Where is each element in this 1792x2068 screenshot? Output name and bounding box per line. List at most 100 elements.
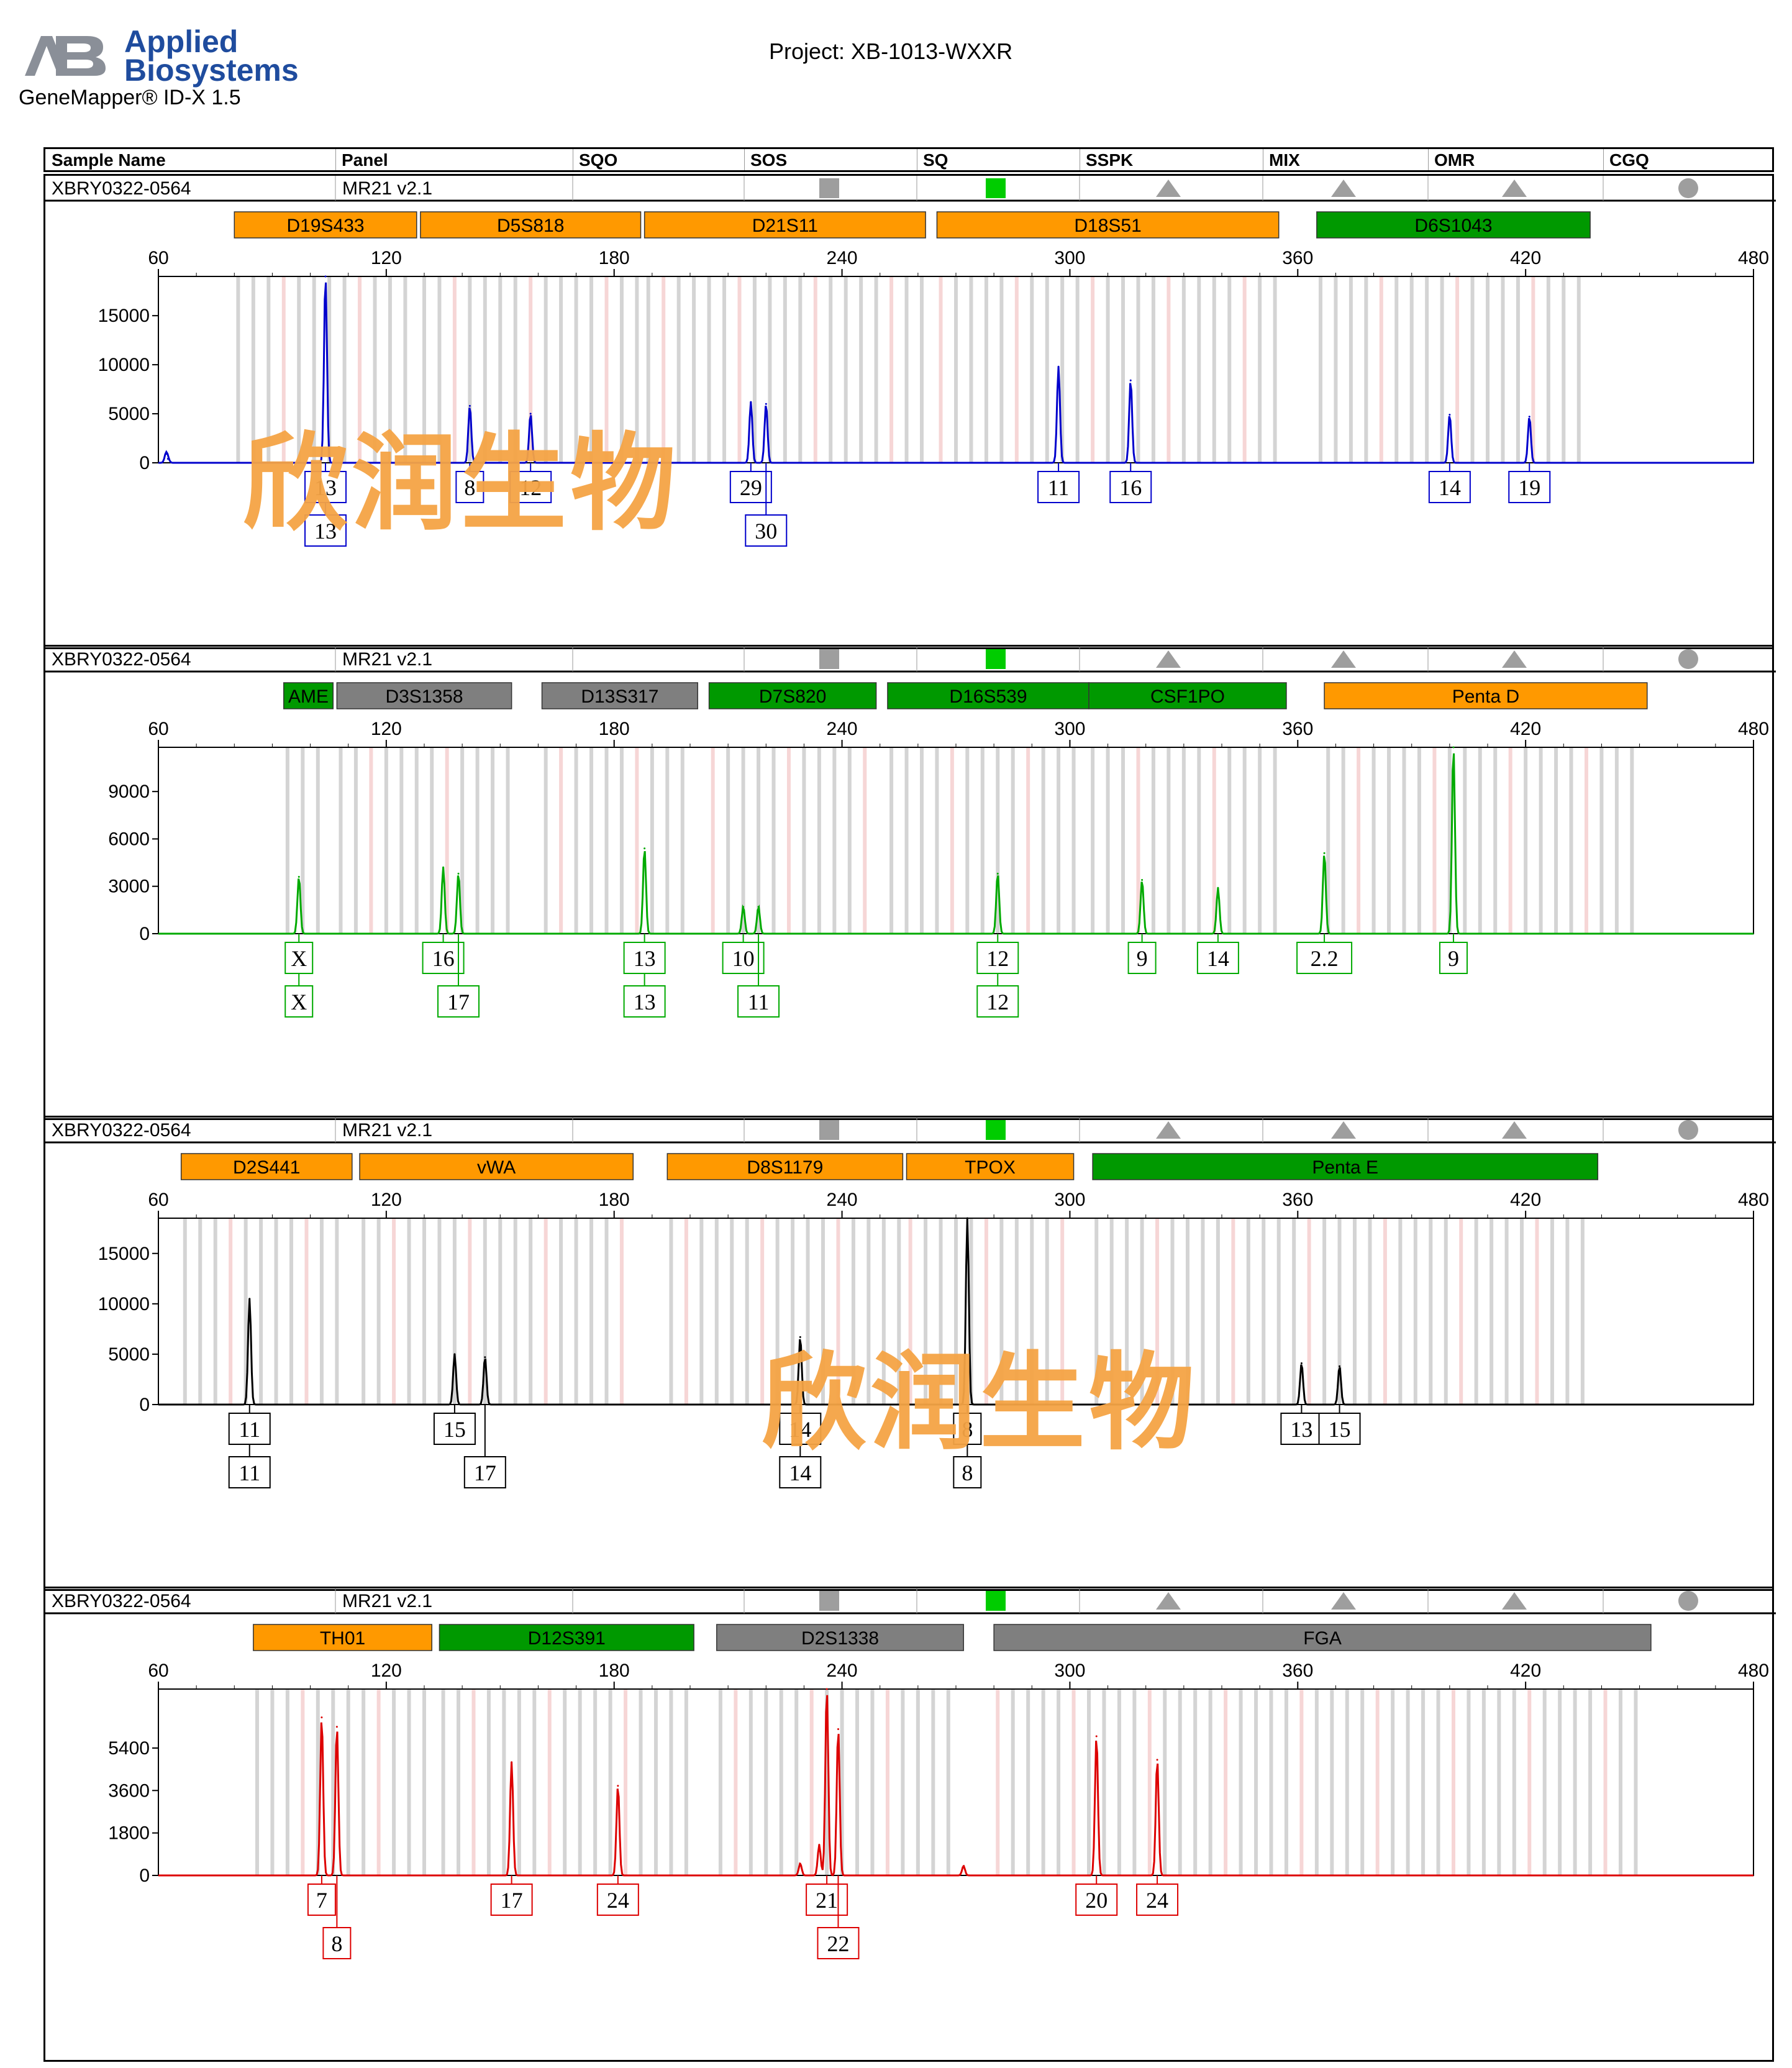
allele-box: [322, 1927, 352, 1959]
status-sspk-triangle-icon: [1156, 1121, 1181, 1139]
x-tick-label: 120: [371, 1190, 402, 1210]
allele-box: [1037, 471, 1080, 503]
x-tick-label: 120: [371, 1660, 402, 1681]
column-omr[interactable]: OMR: [1434, 150, 1475, 170]
allele-label: 15: [1329, 1417, 1351, 1442]
locus-label: Penta E: [1312, 1157, 1378, 1178]
column-header-row: Sample Name Panel SQO SOS SQ SSPK MIX OM…: [43, 147, 1774, 172]
y-tick-label: 5400: [108, 1738, 150, 1759]
peak-apex: [529, 412, 532, 415]
y-tick-label: 0: [139, 1865, 150, 1886]
peak-apex: [1528, 416, 1530, 418]
electropherogram-blue[interactable]: XBRY0322-0564 MR21 v2.1 D19S433 D5S818 D21S1…: [45, 176, 1776, 651]
column-sos[interactable]: SOS: [750, 150, 788, 170]
column-sspk[interactable]: SSPK: [1086, 150, 1134, 170]
allele-label: 8: [331, 1931, 342, 1956]
locus-label: D13S317: [581, 686, 658, 707]
panel-name: MR21 v2.1: [342, 649, 432, 670]
allele-box: [228, 1456, 271, 1488]
x-tick-label: 360: [1282, 719, 1313, 739]
x-tick-label: 300: [1054, 719, 1085, 739]
allele-label: 24: [1146, 1888, 1168, 1913]
plot-frame: [158, 747, 1754, 934]
allele-box: [284, 985, 314, 1018]
column-mix[interactable]: MIX: [1269, 150, 1300, 170]
electropherogram-green[interactable]: XBRY0322-0564 MR21 v2.1 AME D3S1358 D13S317 D…: [45, 647, 1776, 1122]
allele-box: [490, 1884, 533, 1916]
allele-label: 16: [432, 946, 455, 971]
allele-box: [729, 471, 772, 503]
electropherogram-black[interactable]: XBRY0322-0564 MR21 v2.1 D2S441 vWA D8S1179 TP…: [45, 1118, 1776, 1593]
peak-apex: [1217, 886, 1219, 889]
dye-panel-black: XBRY0322-0564 MR21 v2.1 D2S441 vWA D8S1179 TP…: [43, 1116, 1776, 1593]
column-sqo[interactable]: SQO: [579, 150, 618, 170]
dye-panel-red: XBRY0322-0564 MR21 v2.1 TH01 D12S391 D2S1338…: [43, 1587, 1776, 2064]
status-sq-square-icon: [986, 178, 1006, 198]
allele-label: 7: [316, 1888, 327, 1913]
locus-label: Penta D: [1452, 686, 1519, 707]
peak-apex: [166, 458, 169, 460]
column-cgq[interactable]: CGQ: [1609, 150, 1649, 170]
x-tick-label: 480: [1738, 1190, 1769, 1210]
status-mix-triangle-icon: [1331, 1592, 1356, 1610]
locus-label: D3S1358: [385, 686, 463, 707]
status-mix-triangle-icon: [1331, 650, 1356, 668]
allele-label: 17: [474, 1460, 496, 1485]
peak-apex: [826, 1688, 828, 1690]
allele-box: [817, 1927, 860, 1959]
signal-trace: [158, 1695, 1753, 1877]
peak-apex: [1141, 879, 1144, 881]
allele-box: [284, 942, 314, 974]
allele-box: [307, 1884, 336, 1916]
peak-apex: [750, 401, 752, 403]
allele-label: 2.2: [1311, 946, 1339, 971]
x-tick-label: 300: [1054, 248, 1085, 268]
status-sspk-triangle-icon: [1156, 180, 1181, 197]
allele-label: 13: [314, 475, 337, 500]
allele-label: 15: [443, 1417, 466, 1442]
column-sq[interactable]: SQ: [923, 150, 948, 170]
peak-apex: [324, 275, 327, 278]
electropherogram-red[interactable]: XBRY0322-0564 MR21 v2.1 TH01 D12S391 D2S1338…: [45, 1588, 1776, 2064]
x-tick-label: 60: [148, 1190, 168, 1210]
peak-apex: [966, 1217, 968, 1219]
allele-box: [304, 471, 347, 503]
peak-apex: [837, 1728, 839, 1731]
allele-label: 9: [1137, 946, 1148, 971]
allele-label: 8: [962, 1460, 973, 1485]
app-version: GeneMapper® ID-X 1.5: [19, 86, 241, 109]
allele-box: [1075, 1884, 1118, 1916]
locus-marker: [253, 1624, 432, 1651]
y-tick-label: 10000: [98, 1294, 150, 1314]
locus-label: TPOX: [965, 1157, 1016, 1178]
locus-marker: [1324, 682, 1648, 709]
allele-label: 9: [1448, 946, 1459, 971]
allele-label: 12: [986, 990, 1009, 1014]
peak-apex: [321, 1716, 323, 1719]
x-tick-label: 60: [148, 1660, 168, 1681]
allele-label: X: [291, 946, 307, 971]
column-panel[interactable]: Panel: [342, 150, 388, 170]
peak-apex: [165, 453, 167, 455]
locus-label: D2S441: [233, 1157, 300, 1178]
x-tick-label: 420: [1510, 1660, 1541, 1681]
allele-label: 19: [1518, 475, 1540, 500]
brand-line-1: Applied: [124, 24, 239, 59]
y-tick-label: 3600: [108, 1780, 150, 1801]
peak-apex: [996, 872, 999, 875]
allele-box: [953, 1413, 982, 1445]
sample-name: XBRY0322-0564: [52, 649, 191, 670]
status-cgq-circle-icon: [1678, 1120, 1698, 1140]
allele-label: 17: [447, 990, 470, 1014]
x-tick-label: 300: [1054, 1190, 1085, 1210]
locus-marker: [1092, 1153, 1599, 1180]
column-sample-name[interactable]: Sample Name: [52, 150, 166, 170]
brand-name: Applied Biosystems: [124, 24, 299, 86]
allele-label: 11: [239, 1460, 260, 1485]
allele-box: [722, 942, 765, 974]
sample-name: XBRY0322-0564: [52, 1120, 191, 1141]
locus-label: D21S11: [752, 216, 818, 236]
locus-marker: [708, 682, 877, 709]
locus-label: D12S391: [528, 1628, 606, 1649]
peak-apex: [962, 1865, 965, 1867]
